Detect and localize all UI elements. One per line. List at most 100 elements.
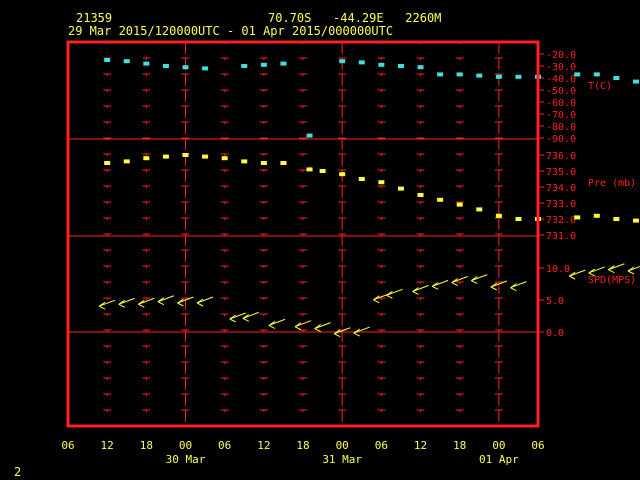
wind-barb-head [294,322,302,328]
pressure-point [182,153,189,157]
wind-barb-head [333,333,341,338]
pressure-point [104,161,111,165]
y-tick-label: -50.0 [546,86,576,97]
x-tick-label: 06 [375,439,388,452]
wind-barb-head [157,301,165,306]
wind-barb-head [196,298,204,304]
wind-barb [334,327,351,335]
wind-barb [569,269,586,277]
y-tick-label: 0.0 [546,328,564,339]
pressure-point [241,159,248,164]
pressure-point [417,193,424,197]
y-tick-label: -60.0 [546,98,576,109]
wind-barb-head [412,287,419,292]
wind-barb [588,266,605,274]
wind-barb [196,296,214,304]
wind-barb [451,276,468,283]
pressure-point [306,167,313,172]
temp-point [397,64,404,68]
x-tick-label: 06 [61,439,74,452]
y-tick-label: -70.0 [546,110,576,121]
wind-barb-head [229,314,237,320]
temp-point [495,74,502,79]
y-tick-label: 733.0 [546,199,576,210]
wind-barb [177,296,194,304]
wind-barb-head [98,301,106,307]
x-day-label: 30 Mar [166,453,206,466]
x-tick-label: 18 [296,439,309,452]
wind-barb-head [353,332,360,337]
wind-barb-head [333,329,341,335]
wind-barb [242,311,259,319]
plot-frame [66,40,540,428]
wind-barb [608,263,625,271]
wind-barb-head [431,281,439,287]
y-axis-label: T(C) [588,81,612,92]
wind-barb-head [568,275,576,280]
wind-barb [431,279,449,287]
wind-barb-head [510,287,517,292]
y-tick-label: -90.0 [546,134,576,145]
pressure-point [613,217,620,221]
wind-barb-head [353,328,361,334]
wind-barb [138,297,155,305]
temp-point [437,72,444,77]
wind-barb-head [588,268,596,274]
y-tick-label: 5.0 [546,296,564,307]
wind-barb-head [510,283,517,289]
wind-barb-head [490,286,498,291]
wind-barb-head [242,313,250,319]
wind-barb-head [314,324,321,330]
wind-barb-head [118,303,125,308]
pressure-point [437,197,444,202]
x-tick-label: 12 [257,439,270,452]
wind-barb [268,318,286,326]
temp-point [632,79,639,84]
wind-barb-head [627,266,635,272]
wind-barb-head [471,276,478,282]
wind-barb-head [490,282,498,288]
pressure-point [574,215,581,220]
pressure-point [280,161,287,165]
temp-point [162,64,169,68]
y-tick-label: -80.0 [546,122,576,133]
pressure-point [476,207,483,212]
pressure-point [378,180,385,185]
pressure-point [593,213,600,218]
x-tick-label: 06 [531,439,544,452]
y-tick-label: -20.0 [546,50,576,61]
temp-point [280,61,287,66]
wind-barb-head [138,299,145,305]
time-period: 29 Mar 2015/120000UTC - 01 Apr 2015/0000… [68,24,393,38]
wind-barb-head [627,270,635,275]
x-tick-label: 18 [140,439,153,452]
wind-barb-head [118,299,126,305]
temp-point [182,65,189,70]
wind-barb-head [138,303,145,308]
x-day-label: 31 Mar [322,453,362,466]
pressure-point [143,156,150,161]
wind-barb-head [314,328,321,333]
temp-point [456,72,463,77]
wind-barb-head [196,302,204,307]
temp-point [260,62,267,67]
x-tick-label: 12 [414,439,427,452]
pressure-point [260,161,267,165]
wind-barb-head [588,272,596,277]
temp-point [574,72,581,77]
wind-barb [294,320,312,328]
x-day-label: 01 Apr [479,453,519,466]
pressure-point [202,154,209,159]
wind-barb-head [294,326,302,331]
wind-barb-head [412,291,419,295]
y-axis-label: Pre (mb) [588,178,636,189]
temp-point [515,74,522,79]
page-number: 2 [14,465,21,479]
wind-barb-head [242,317,250,322]
wind-barb-head [431,285,439,290]
wind-barb-head [373,295,380,301]
wind-barb-head [177,298,184,304]
pressure-point [123,159,130,164]
y-tick-label: 10.0 [546,264,570,275]
